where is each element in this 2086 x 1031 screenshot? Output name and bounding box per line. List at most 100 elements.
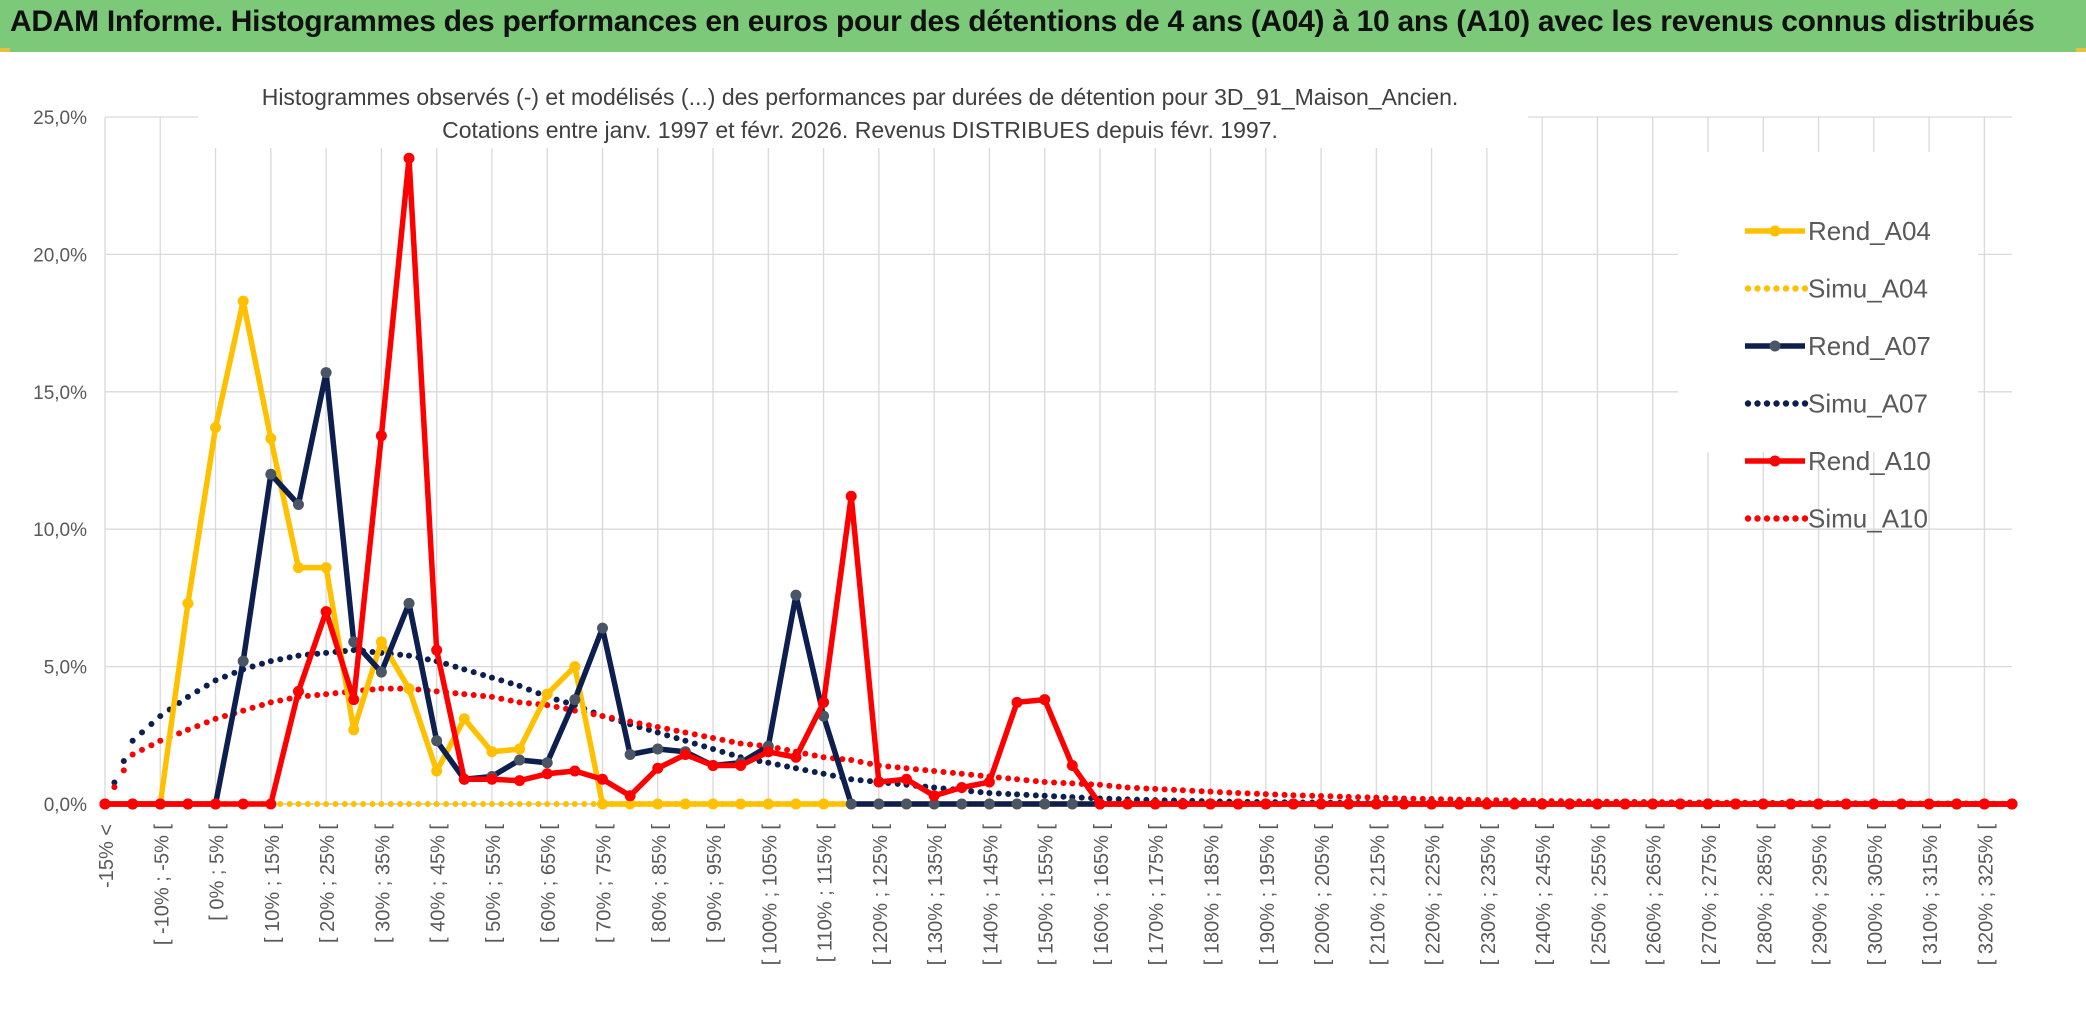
dot-mark <box>369 686 376 693</box>
data-point <box>1370 798 1382 810</box>
data-point <box>541 768 553 780</box>
legend-dot <box>1763 285 1771 292</box>
dot-mark <box>1382 794 1389 801</box>
x-tick-label: [ 130% ; 135% [ <box>925 824 947 966</box>
dot-mark <box>995 790 1002 797</box>
dot-mark <box>369 648 376 655</box>
dot-mark <box>378 801 385 807</box>
dot-mark <box>286 801 293 807</box>
dot-mark <box>1106 795 1113 802</box>
legend-dot <box>1801 285 1809 292</box>
dot-mark <box>811 752 818 759</box>
dot-mark <box>341 801 348 807</box>
data-point <box>652 743 664 755</box>
data-point <box>1951 798 1963 810</box>
dot-mark <box>1364 794 1371 801</box>
legend-dot <box>1744 285 1752 292</box>
data-point <box>375 430 387 442</box>
dot-mark <box>323 801 330 807</box>
dot-mark <box>516 682 523 689</box>
data-point <box>1122 798 1134 810</box>
data-point <box>2006 798 2018 810</box>
chart-title-background <box>198 78 1528 148</box>
dot-mark <box>802 750 809 757</box>
dot-mark <box>691 740 698 747</box>
y-tick-label: 5,0% <box>44 658 87 679</box>
dot-mark <box>295 652 302 659</box>
data-point <box>569 765 581 777</box>
dot-mark <box>691 731 698 738</box>
dot-mark <box>784 763 791 770</box>
dot-mark <box>360 801 367 807</box>
dot-mark <box>535 690 542 697</box>
legend-item-Rend_A07: Rend_A07 <box>1745 331 1931 361</box>
dot-mark <box>369 801 376 807</box>
data-point <box>596 622 608 634</box>
data-point <box>735 760 747 772</box>
dot-mark <box>949 769 956 776</box>
dot-mark <box>323 649 330 656</box>
data-point <box>707 798 719 810</box>
dot-mark <box>590 801 597 807</box>
dot-mark <box>562 699 569 706</box>
legend-item-Simu_A10: Simu_A10 <box>1744 504 1928 534</box>
data-point <box>431 765 443 777</box>
dot-mark <box>249 663 256 670</box>
dot-mark <box>857 758 864 765</box>
x-tick-label: [ 250% ; 255% [ <box>1588 824 1610 966</box>
data-point <box>182 798 194 810</box>
data-point <box>845 798 857 810</box>
line-path <box>105 155 2012 807</box>
dot-mark <box>1281 791 1288 798</box>
legend-dot <box>1782 515 1790 522</box>
dot-mark <box>673 735 680 742</box>
dot-mark <box>894 764 901 771</box>
dot-mark <box>912 766 919 773</box>
x-tick-label: [ 190% ; 195% [ <box>1257 824 1279 966</box>
data-point <box>514 754 526 766</box>
dot-mark <box>1290 792 1297 799</box>
data-point <box>1978 798 1990 810</box>
dot-mark <box>286 695 293 702</box>
dot-mark <box>433 801 440 807</box>
dot-mark <box>1226 789 1233 796</box>
dot-mark <box>664 732 671 739</box>
legend: Rend_A04 Simu_A04 Rend_A07 Simu_A07 Rend_A10… <box>1678 152 1978 534</box>
data-point <box>928 798 940 810</box>
x-tick-label: [ 80% ; 85% [ <box>649 824 671 943</box>
dot-mark <box>1060 779 1067 786</box>
dot-mark <box>397 801 404 807</box>
dot-mark <box>562 801 569 807</box>
dot-mark <box>443 660 450 667</box>
dot-mark <box>737 740 744 747</box>
data-point <box>956 782 968 794</box>
legend-dot <box>1763 515 1771 522</box>
dot-mark <box>922 767 929 774</box>
dot-mark <box>129 737 136 744</box>
dot-mark <box>636 720 643 727</box>
data-point <box>154 798 166 810</box>
data-point <box>320 367 332 379</box>
dot-mark <box>1161 786 1168 793</box>
dot-mark <box>1078 794 1085 801</box>
dot-mark <box>765 759 772 766</box>
dot-mark <box>1345 793 1352 800</box>
banner-corner-right <box>2076 48 2086 54</box>
dot-mark <box>1392 795 1399 802</box>
dot-mark <box>701 733 708 740</box>
dot-mark <box>314 691 321 698</box>
data-point <box>1923 798 1935 810</box>
dot-mark <box>498 801 505 807</box>
dot-mark <box>203 682 210 689</box>
dot-mark <box>1189 787 1196 794</box>
data-point <box>928 790 940 802</box>
dot-mark <box>1309 792 1316 799</box>
histogram-chart: 0,0% 5,0% 10,0% 15,0% 20,0% 25,0% -15% < [ -10… <box>0 52 2086 1031</box>
y-tick-label: 20,0% <box>33 245 87 266</box>
y-axis: 0,0% 5,0% 10,0% 15,0% 20,0% 25,0% <box>33 108 87 816</box>
data-point <box>237 798 249 810</box>
dot-mark <box>1096 781 1103 788</box>
dot-mark <box>857 777 864 784</box>
data-point <box>1066 760 1078 772</box>
x-tick-label: [ 280% ; 285% [ <box>1754 824 1776 966</box>
